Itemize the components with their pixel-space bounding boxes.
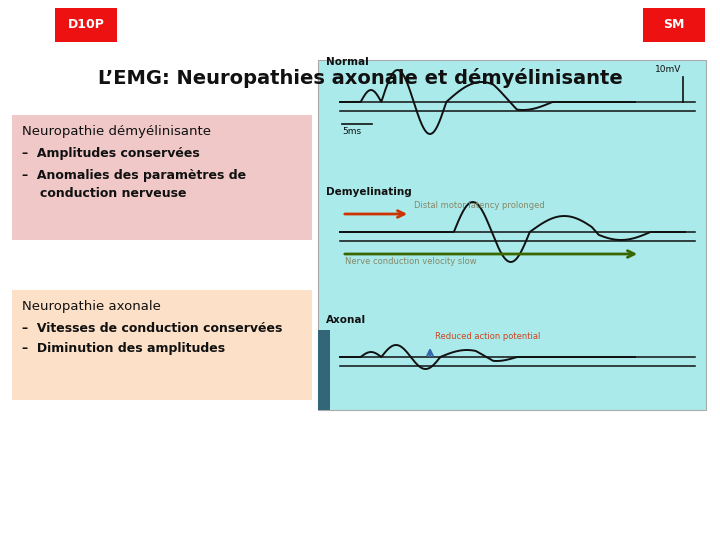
Text: L’EMG: Neuropathies axonale et démyélinisante: L’EMG: Neuropathies axonale et démyélini…	[98, 68, 622, 88]
Text: –  Anomalies des paramètres de: – Anomalies des paramètres de	[22, 169, 246, 182]
Text: –  Amplitudes conservées: – Amplitudes conservées	[22, 147, 199, 160]
Bar	[12, 115, 312, 240]
Bar	[12, 290, 312, 400]
Text: 10mV: 10mV	[654, 65, 681, 74]
Text: Reduced action potential: Reduced action potential	[435, 332, 541, 341]
Bar	[318, 60, 706, 410]
Text: Axonal: Axonal	[326, 315, 366, 325]
Text: conduction nerveuse: conduction nerveuse	[40, 187, 186, 200]
Text: Nerve conduction velocity slow: Nerve conduction velocity slow	[345, 257, 477, 266]
Text: Distal motor latency prolonged: Distal motor latency prolonged	[414, 201, 545, 210]
Bar	[643, 8, 705, 42]
Text: Neuropathie démyélinisante: Neuropathie démyélinisante	[22, 125, 211, 138]
Text: D10P: D10P	[68, 18, 104, 31]
Text: Normal: Normal	[326, 57, 369, 67]
Text: 5ms: 5ms	[342, 127, 361, 136]
Text: Demyelinating: Demyelinating	[326, 187, 412, 197]
Bar	[318, 330, 330, 410]
Text: SM: SM	[663, 18, 685, 31]
Bar	[55, 8, 117, 42]
Text: Neuropathie axonale: Neuropathie axonale	[22, 300, 161, 313]
Text: –  Vitesses de conduction conservées: – Vitesses de conduction conservées	[22, 322, 282, 335]
Text: –  Diminution des amplitudes: – Diminution des amplitudes	[22, 342, 225, 355]
